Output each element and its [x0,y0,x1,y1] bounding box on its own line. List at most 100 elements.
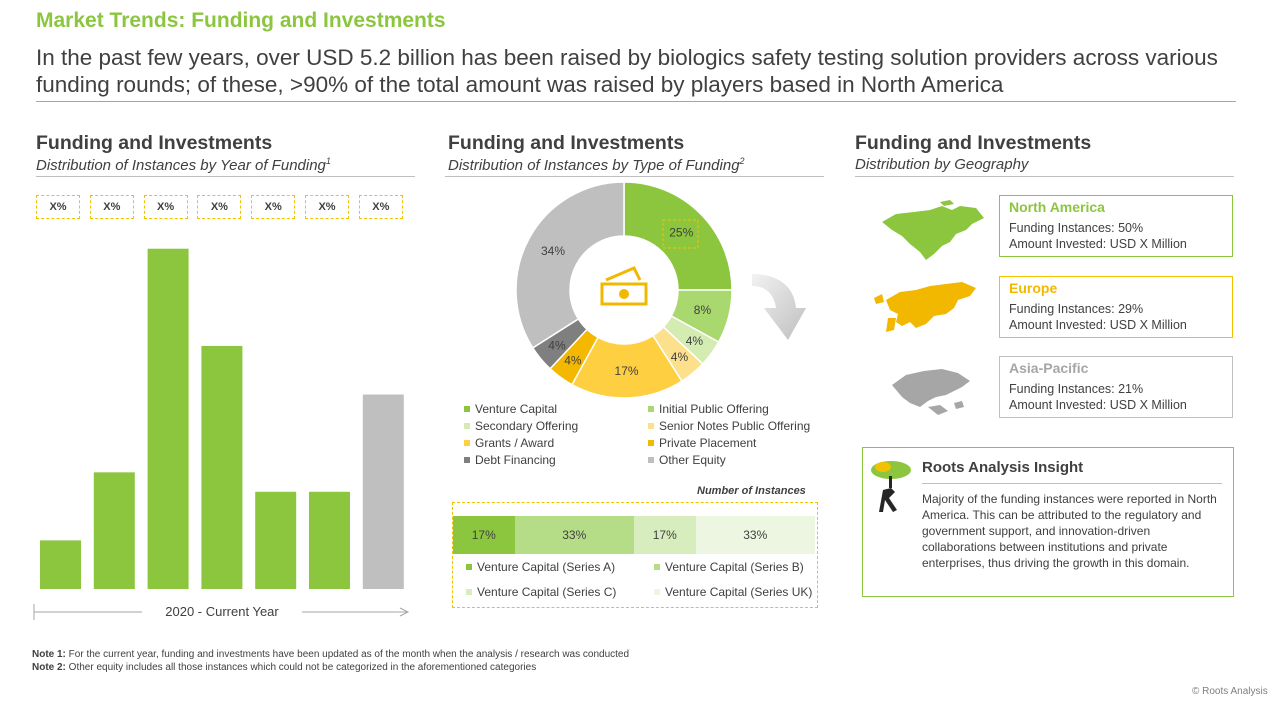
asia-pacific-map-icon [892,369,970,415]
donut-slice-label: 4% [564,353,582,367]
page-title: Market Trends: Funding and Investments [36,9,446,32]
insight-divider [922,483,1222,484]
region-card-north-america: North America Funding Instances: 50% Amo… [999,195,1233,257]
bar-percentage-box: X% [251,195,296,219]
funding-type-donut-chart: 25%8%4%4%17%4%4%34% [515,181,733,399]
donut-slice-venture-capital [623,181,733,291]
bar-2022 [147,248,189,589]
legend-label: Debt Financing [475,453,556,467]
bar-percentage-box: X% [89,195,134,219]
legend-item: Initial Public Offering [648,402,824,416]
legend-swatch [464,440,470,446]
middle-section-subtitle: Distribution of Instances by Type of Fun… [448,156,745,174]
donut-slice-label: 25% [669,226,693,240]
donut-slice-other-equity [515,181,625,349]
region-instances: Funding Instances: 50% [1009,221,1144,235]
right-section-title: Funding and Investments [855,132,1092,154]
bar-percentage-box: X% [358,195,403,219]
note-2: Note 2: Other equity includes all those … [32,662,537,673]
legend-swatch [464,457,470,463]
middle-section-divider [445,176,824,177]
legend-swatch [648,406,654,412]
donut-legend: Venture Capital Initial Public Offering Se… [464,402,824,467]
stacked-segment: 17% [453,516,515,554]
middle-section-title: Funding and Investments [448,132,685,154]
region-card-europe: Europe Funding Instances: 29% Amount Inv… [999,276,1233,338]
headline-divider [36,101,1236,102]
legend-swatch [466,564,472,570]
bar-2021 [93,472,135,589]
north-america-map-icon [882,200,984,260]
legend-label: Senior Notes Public Offering [659,419,811,433]
legend-label: Venture Capital (Series A) [477,560,616,574]
left-section-subtitle: Distribution of Instances by Year of Fun… [36,156,331,174]
europe-map-icon [874,282,976,332]
copyright: © Roots Analysis [1192,686,1268,697]
legend-label: Private Placement [659,436,757,450]
bar-2023 [201,345,243,589]
roots-analysis-logo-icon [871,461,911,512]
legend-label: Other Equity [659,453,726,467]
insight-box: Roots Analysis Insight Majority of the f… [862,447,1234,597]
bar-2024 [255,491,297,589]
stacked-legend-item: Venture Capital (Series C) [466,585,654,599]
legend-swatch [464,423,470,429]
region-instances: Funding Instances: 21% [1009,382,1144,396]
highlight-box [662,219,699,249]
legend-item: Debt Financing [464,453,648,467]
legend-label: Grants / Award [475,436,555,450]
bar-2020 [40,540,81,589]
note-1: Note 1: For the current year, funding an… [32,649,630,660]
legend-label: Venture Capital (Series C) [477,585,617,599]
stacked-bar-frame [452,502,818,608]
region-amount: Amount Invested: USD X Million [1009,398,1187,412]
x-axis-label: 2020 - Current Year [142,604,302,619]
legend-swatch [466,589,472,595]
year-bar-chart [33,248,410,620]
stacked-segment: 33% [514,516,634,554]
insight-text: Majority of the funding instances were r… [922,492,1217,570]
legend-label: Venture Capital [475,402,558,416]
donut-slice-label: 34% [541,244,565,258]
legend-swatch [648,423,654,429]
region-name: Asia-Pacific [1009,360,1089,376]
right-section-subtitle: Distribution by Geography [855,156,1029,173]
legend-label: Venture Capital (Series UK) [665,585,813,599]
legend-swatch [654,564,660,570]
right-section-divider [855,176,1234,177]
insight-title: Roots Analysis Insight [922,459,1084,476]
legend-item: Senior Notes Public Offering [648,419,824,433]
legend-item: Secondary Offering [464,419,648,433]
money-icon [600,266,648,306]
legend-swatch [648,457,654,463]
legend-item: Other Equity [648,453,824,467]
legend-swatch [464,406,470,412]
legend-label: Initial Public Offering [659,402,769,416]
left-section-divider [36,176,415,177]
bar-percentage-box: X% [197,195,242,219]
donut-slice-label: 4% [548,338,566,352]
donut-slice-label: 4% [671,350,689,364]
legend-item: Private Placement [648,436,824,450]
stacked-legend-item: Venture Capital (Series UK) [654,585,816,599]
bar-percentage-row: X% X% X% X% X% X% X% [36,195,416,221]
headline: In the past few years, over USD 5.2 bill… [36,45,1218,97]
stacked-legend-item: Venture Capital (Series B) [654,560,816,574]
bar-current-year [362,394,404,589]
region-name: North America [1009,199,1105,215]
stacked-segment: 33% [695,516,815,554]
stacked-title: Number of Instances [697,485,806,497]
stacked-legend: Venture Capital (Series A) Venture Capita… [466,560,816,599]
region-amount: Amount Invested: USD X Million [1009,237,1187,251]
stacked-segment: 17% [633,516,696,554]
region-instances: Funding Instances: 29% [1009,302,1144,316]
legend-item: Grants / Award [464,436,648,450]
region-name: Europe [1009,280,1058,296]
bar-percentage-box: X% [36,195,80,219]
bar-2025 [309,491,350,589]
bar-percentage-box: X% [143,195,188,219]
bar-percentage-box: X% [305,195,349,219]
curved-arrow-icon [752,274,806,340]
stacked-legend-item: Venture Capital (Series A) [466,560,654,574]
region-card-asia-pacific: Asia-Pacific Funding Instances: 21% Amou… [999,356,1233,418]
